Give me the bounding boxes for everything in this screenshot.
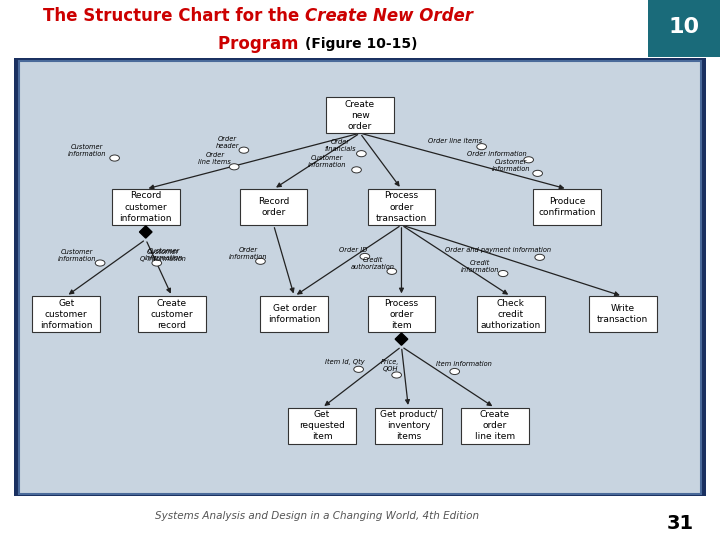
Text: Produce
confirmation: Produce confirmation [539, 197, 596, 217]
Circle shape [392, 372, 402, 378]
FancyBboxPatch shape [374, 408, 442, 444]
Text: Get
customer
information: Get customer information [40, 299, 92, 330]
Text: Write
transaction: Write transaction [597, 304, 648, 324]
Circle shape [152, 260, 161, 266]
Text: Price,
QOH: Price, QOH [381, 359, 400, 372]
Text: Credit
authorization: Credit authorization [351, 258, 395, 271]
FancyBboxPatch shape [14, 58, 706, 496]
Text: Customer
information: Customer information [68, 144, 107, 157]
FancyBboxPatch shape [32, 296, 100, 332]
FancyBboxPatch shape [368, 296, 436, 332]
Text: Customer
information: Customer information [145, 248, 183, 261]
Text: Create
order
line item: Create order line item [474, 410, 515, 441]
Circle shape [360, 253, 369, 260]
Text: The Structure Chart for the: The Structure Chart for the [42, 7, 305, 25]
Text: Record
customer
information: Record customer information [120, 192, 172, 222]
Circle shape [535, 254, 544, 260]
Text: Get product/
inventory
items: Get product/ inventory items [380, 410, 437, 441]
Text: Create
new
order: Create new order [345, 99, 375, 131]
FancyBboxPatch shape [288, 408, 356, 444]
FancyBboxPatch shape [368, 189, 436, 225]
Text: Order and payment information: Order and payment information [445, 247, 552, 253]
Text: Order
line items: Order line items [199, 152, 231, 165]
Circle shape [109, 155, 120, 161]
Text: Item information: Item information [436, 361, 492, 367]
Text: Check
credit
authorization: Check credit authorization [480, 299, 541, 330]
Polygon shape [395, 333, 408, 345]
Text: Create
customer
record: Create customer record [150, 299, 193, 330]
Circle shape [450, 368, 459, 375]
Text: Systems Analysis and Design in a Changing World, 4th Edition: Systems Analysis and Design in a Changin… [155, 511, 479, 521]
Circle shape [387, 268, 397, 274]
Text: Customer
Q information: Customer Q information [140, 248, 186, 262]
Text: Order information: Order information [467, 151, 527, 157]
Circle shape [524, 157, 534, 163]
Circle shape [477, 144, 487, 150]
Text: Order
financials: Order financials [325, 139, 356, 152]
Text: Program: Program [218, 35, 305, 53]
FancyBboxPatch shape [19, 60, 701, 494]
Text: Order
header: Order header [215, 136, 239, 149]
Text: Process
order
transaction: Process order transaction [376, 192, 427, 222]
FancyBboxPatch shape [138, 296, 206, 332]
Text: Order
information: Order information [229, 247, 267, 260]
Circle shape [356, 151, 366, 157]
Text: Customer
information: Customer information [492, 159, 530, 172]
FancyBboxPatch shape [326, 97, 394, 133]
FancyBboxPatch shape [112, 189, 179, 225]
Text: Order line items: Order line items [428, 138, 482, 144]
Circle shape [351, 167, 361, 173]
Circle shape [354, 366, 364, 373]
FancyBboxPatch shape [461, 408, 528, 444]
Text: 10: 10 [668, 17, 700, 37]
FancyBboxPatch shape [589, 296, 657, 332]
Polygon shape [140, 226, 152, 238]
Text: (Figure 10-15): (Figure 10-15) [305, 37, 417, 51]
FancyBboxPatch shape [648, 0, 720, 57]
Circle shape [230, 164, 239, 170]
FancyBboxPatch shape [240, 189, 307, 225]
Text: Create New Order: Create New Order [305, 7, 472, 25]
FancyBboxPatch shape [261, 296, 328, 332]
Text: Get
requested
item: Get requested item [299, 410, 345, 441]
Text: 31: 31 [667, 514, 694, 532]
FancyBboxPatch shape [477, 296, 544, 332]
Text: Process
order
item: Process order item [384, 299, 418, 330]
Text: Get order
information: Get order information [268, 304, 320, 324]
Circle shape [256, 258, 265, 265]
FancyBboxPatch shape [534, 189, 601, 225]
Text: Customer
information: Customer information [58, 248, 96, 262]
Text: Record
order: Record order [258, 197, 289, 217]
Text: Order ID: Order ID [339, 247, 367, 253]
Circle shape [95, 260, 105, 266]
Circle shape [498, 271, 508, 276]
Text: Customer
information: Customer information [307, 156, 346, 168]
Text: Item Id, Qty: Item Id, Qty [325, 359, 364, 366]
Circle shape [239, 147, 248, 153]
Text: Credit
information: Credit information [461, 260, 500, 273]
Circle shape [533, 170, 542, 177]
